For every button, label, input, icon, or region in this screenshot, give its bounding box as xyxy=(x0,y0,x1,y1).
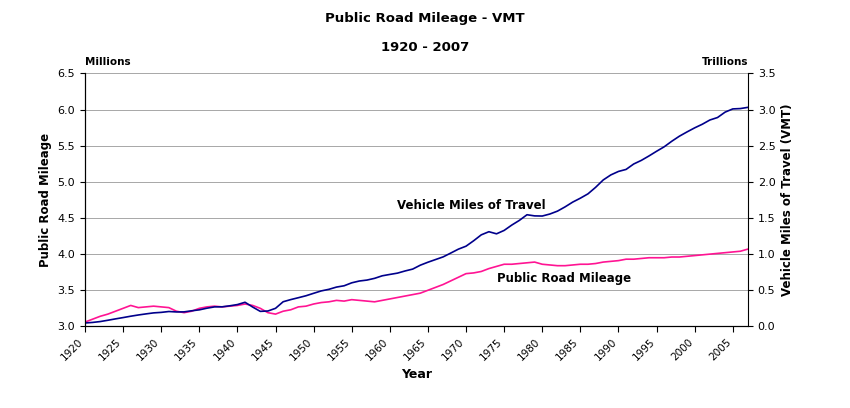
Text: Vehicle Miles of Travel: Vehicle Miles of Travel xyxy=(398,200,546,212)
Y-axis label: Vehicle Miles of Travel (VMT): Vehicle Miles of Travel (VMT) xyxy=(781,104,794,296)
Text: 1920 - 2007: 1920 - 2007 xyxy=(381,41,469,54)
Text: Public Road Mileage: Public Road Mileage xyxy=(496,272,631,285)
Text: Trillions: Trillions xyxy=(701,57,748,67)
X-axis label: Year: Year xyxy=(401,368,432,381)
Y-axis label: Public Road Mileage: Public Road Mileage xyxy=(39,133,52,267)
Text: Millions: Millions xyxy=(85,57,131,67)
Text: Public Road Mileage - VMT: Public Road Mileage - VMT xyxy=(326,12,524,25)
